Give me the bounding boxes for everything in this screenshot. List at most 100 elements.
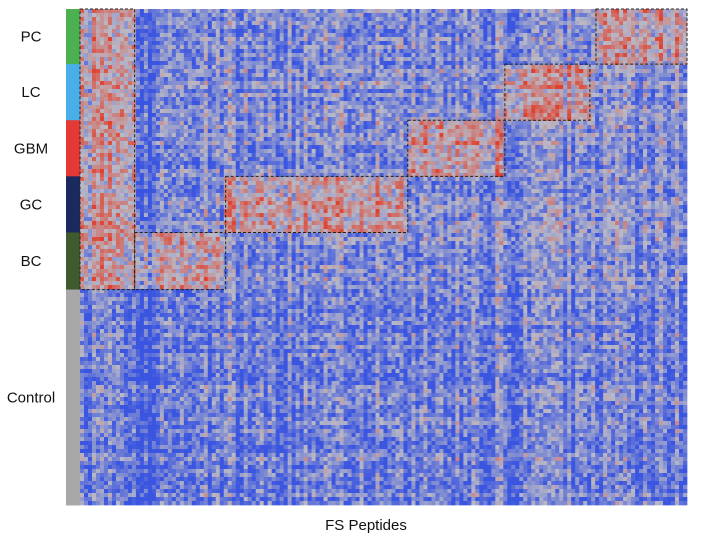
heatmap-cell [627,21,632,26]
heatmap-cell [247,25,253,30]
heatmap-cell [131,137,137,142]
heatmap-cell [503,81,508,86]
heatmap-cell [175,17,181,22]
heatmap-cell [627,45,632,50]
heatmap-cell [391,13,396,18]
heatmap-cell [115,125,121,130]
heatmap-cell [519,65,524,70]
heatmap-cell [243,129,249,134]
heatmap-cell [255,73,261,78]
heatmap-cell [431,17,436,22]
heatmap-cell [671,13,676,18]
heatmap-cell [115,113,121,118]
heatmap-cell [451,73,456,78]
heatmap-cell [171,137,177,142]
heatmap-cell [311,105,316,110]
heatmap-cell [527,57,532,62]
heatmap-cell [579,93,584,98]
heatmap-cell [80,109,85,114]
heatmap-cell [415,105,420,110]
heatmap-cell [103,93,109,98]
heatmap-cell [175,37,181,42]
heatmap-cell [143,61,149,66]
heatmap-cell [339,25,344,30]
heatmap-cell [635,53,640,58]
heatmap-cell [295,57,300,62]
heatmap-cell [171,29,177,34]
heatmap-cell [331,89,336,94]
heatmap-cell [379,17,384,22]
heatmap-cell [247,113,253,118]
heatmap-cell [263,69,269,74]
heatmap-cell [599,29,604,34]
heatmap-cell [511,89,516,94]
heatmap-cell [103,25,109,30]
heatmap-cell [159,125,165,130]
heatmap-cell [619,113,624,118]
heatmap-cell [555,113,560,118]
heatmap-cell [179,133,185,138]
heatmap-cell [291,73,296,78]
heatmap-cell [463,93,468,98]
heatmap-cell [391,77,396,82]
heatmap-cell [307,113,312,118]
heatmap-cell [283,101,288,106]
heatmap-cell [583,13,588,18]
heatmap-cell [407,117,412,122]
heatmap-cell [595,37,600,42]
heatmap-cell [519,69,524,74]
heatmap-cell [411,85,416,90]
heatmap-cell [591,133,596,138]
heatmap-cell [95,101,101,106]
heatmap-cell [675,65,680,70]
heatmap-cell [379,69,384,74]
heatmap-cell [227,125,233,130]
heatmap-cell [663,41,668,46]
heatmap-cell [619,13,624,18]
group-color-bar [66,9,80,506]
heatmap-cell [443,129,448,134]
heatmap-cell [411,57,416,62]
heatmap-cell [315,29,320,34]
heatmap-cell [531,29,536,34]
heatmap-cell [271,33,277,38]
heatmap-cell [415,101,420,106]
heatmap-cell [367,49,372,54]
heatmap-cell [639,13,644,18]
heatmap-cell [219,45,225,50]
heatmap-cell [211,85,217,90]
heatmap-cell [159,57,165,62]
heatmap-cell [187,109,193,114]
heatmap-cell [91,133,97,138]
heatmap-cell [383,77,388,82]
heatmap-cell [255,41,261,46]
heatmap-cell [407,21,412,26]
heatmap-cell [311,61,316,66]
heatmap-cell [411,73,416,78]
heatmap-cell [555,61,560,66]
heatmap-cell [427,117,432,122]
heatmap-cell [243,77,249,82]
heatmap-cell [263,45,269,50]
heatmap-cell [675,77,680,82]
heatmap-cell [551,105,556,110]
heatmap-cell [607,17,612,22]
heatmap-cell [487,77,492,82]
heatmap-cell [247,37,253,42]
heatmap-cell [147,53,153,58]
heatmap-cell [531,41,536,46]
heatmap-cell [103,85,109,90]
heatmap-cell [647,57,652,62]
heatmap-cell [255,17,261,22]
heatmap-cell [627,33,632,38]
heatmap-cell [371,133,376,138]
heatmap-cell [195,117,201,122]
heatmap-cell [615,77,620,82]
heatmap-cell [423,69,428,74]
heatmap-cell [491,121,496,126]
heatmap-cell [87,129,93,134]
heatmap-cell [487,121,492,126]
heatmap-cell [671,65,676,70]
heatmap-cell [515,105,520,110]
heatmap-cell [567,21,572,26]
